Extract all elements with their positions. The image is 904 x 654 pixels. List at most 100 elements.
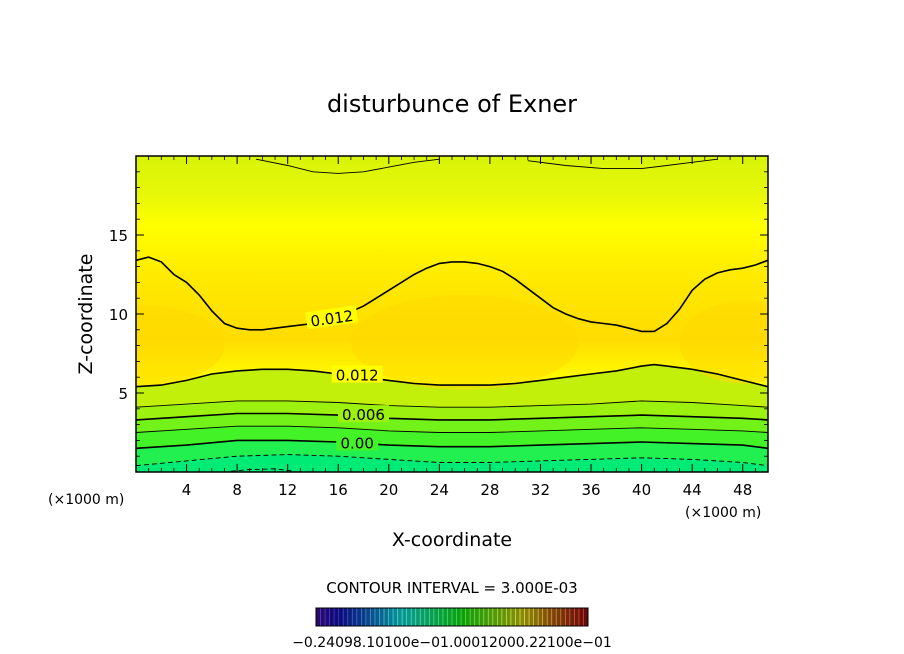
contour-lines <box>136 158 768 472</box>
x-tick-label: 44 <box>683 481 702 499</box>
colorbar-cell <box>488 608 494 626</box>
colorbar <box>315 607 589 627</box>
colorbar-cell <box>578 608 584 626</box>
x-tick-label: 12 <box>278 481 297 499</box>
colorbar-cell <box>365 608 371 626</box>
colorbar-cell <box>424 608 430 626</box>
colorbar-cell <box>560 608 566 626</box>
x-tick-label: 48 <box>733 481 752 499</box>
colorbar-cell <box>406 608 412 626</box>
x-tick-label: 28 <box>480 481 499 499</box>
contour-label: 0.006 <box>342 406 385 424</box>
colorbar-cell <box>542 608 548 626</box>
x-tick-label: 36 <box>581 481 600 499</box>
peak-core <box>350 295 579 390</box>
colorbar-cell <box>492 608 498 626</box>
colorbar-cell <box>334 608 339 626</box>
colorbar-cell <box>438 608 444 626</box>
colorbar-cell <box>533 608 539 626</box>
contour-label: 0.012 <box>336 367 379 385</box>
contour-line <box>136 439 768 450</box>
x-tick-label: 32 <box>531 481 550 499</box>
colorbar-cell <box>411 608 417 626</box>
contour-label-bg <box>338 405 390 423</box>
colorbar-cell <box>329 608 335 626</box>
y-unit-label: (×1000 m) <box>48 492 124 508</box>
colorbar-cell <box>465 608 471 626</box>
colorbar-cell <box>316 608 321 626</box>
colorbar-cell <box>524 608 530 626</box>
contour-label-bg <box>336 433 379 451</box>
colorbar-cell <box>574 608 580 626</box>
colorbar-cell <box>320 608 326 626</box>
x-axis-label: X-coordinate <box>392 529 512 551</box>
contour-label: 0.012 <box>309 307 354 331</box>
colorbar-cell <box>397 608 403 626</box>
colorbar-cell <box>538 608 543 626</box>
colorbar-cell <box>370 608 376 626</box>
contour-line <box>256 158 440 174</box>
colorbar-cell <box>515 608 521 626</box>
contour-label: 0.00 <box>340 435 373 453</box>
contour-line <box>136 256 768 333</box>
contour-interval-label: CONTOUR INTERVAL = 3.000E-03 <box>326 579 577 597</box>
peak-core <box>679 301 768 384</box>
colorbar-cell <box>325 608 330 626</box>
colorbar-cell <box>415 608 421 626</box>
x-tick-label: 8 <box>232 481 242 499</box>
contour-label-bg <box>305 305 359 330</box>
contour-label-bg <box>331 365 383 383</box>
colorbar-cell <box>347 608 353 626</box>
colorbar-cell <box>547 608 553 626</box>
colorbar-cell <box>429 608 435 626</box>
contour-line <box>136 363 768 388</box>
y-axis-label: Z-coordinate <box>75 254 97 375</box>
colorbar-cell <box>456 608 462 626</box>
contour-labels: 0.012 0.012 0.006 0.00 <box>305 305 390 453</box>
colorbar-cell <box>506 608 512 626</box>
colorbar-cell <box>483 608 489 626</box>
colorbar-cell <box>420 608 426 626</box>
colorbar-cell <box>452 608 457 626</box>
colorbar-cell <box>556 608 562 626</box>
colorbar-cell <box>388 608 394 626</box>
colorbar-cell <box>361 608 367 626</box>
colorbar-cell <box>356 608 362 626</box>
colorbar-cell <box>461 608 466 626</box>
colorbar-cell <box>402 608 407 626</box>
colorbar-cell <box>520 608 525 626</box>
x-tick-label: 16 <box>329 481 348 499</box>
colorbar-cell <box>433 608 439 626</box>
colorbar-cell <box>470 608 475 626</box>
colorbar-cell <box>338 608 344 626</box>
colorbar-cell <box>529 608 534 626</box>
colorbar-cell <box>393 608 398 626</box>
colorbar-cell <box>497 608 503 626</box>
chart-title: disturbunce of Exner <box>327 90 577 118</box>
y-tick-label: 5 <box>118 385 128 403</box>
contour-line <box>136 412 768 421</box>
contour-line <box>136 425 768 433</box>
x-unit-label: (×1000 m) <box>685 505 761 521</box>
colorbar-cell <box>565 608 571 626</box>
colorbar-cell <box>379 608 385 626</box>
colorbar-cell <box>510 608 516 626</box>
colorbar-cell <box>343 608 349 626</box>
colorbar-cell <box>583 608 589 626</box>
y-tick-label: 10 <box>109 306 128 324</box>
x-tick-label: 40 <box>632 481 651 499</box>
contour-line <box>136 454 768 467</box>
contour-line <box>230 468 295 472</box>
x-tick-label: 4 <box>182 481 192 499</box>
colorbar-cell <box>551 608 557 626</box>
colorbar-labels: −0.24098.10100e−01.00012000.22100e−01 <box>292 635 612 651</box>
peak-core <box>136 304 225 387</box>
axis-ticks <box>136 156 768 472</box>
colorbar-cell <box>352 608 358 626</box>
fill-bands <box>136 295 768 472</box>
y-tick-label: 15 <box>109 227 128 245</box>
x-tick-label: 24 <box>430 481 449 499</box>
colorbar-cell <box>447 608 453 626</box>
